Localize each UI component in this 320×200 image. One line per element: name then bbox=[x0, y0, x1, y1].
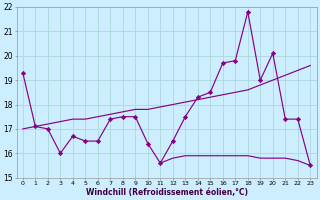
X-axis label: Windchill (Refroidissement éolien,°C): Windchill (Refroidissement éolien,°C) bbox=[85, 188, 248, 197]
